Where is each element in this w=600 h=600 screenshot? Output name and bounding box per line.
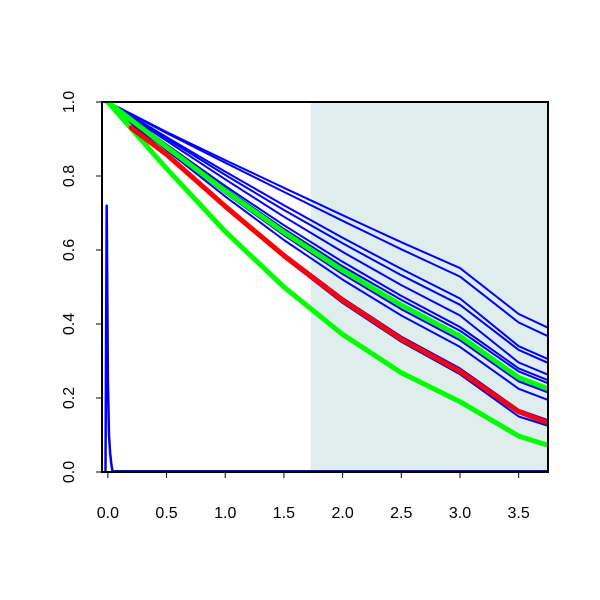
shaded-region bbox=[310, 102, 548, 472]
x-tick-label: 2.0 bbox=[331, 505, 353, 522]
series-line-10 bbox=[106, 102, 548, 401]
y-tick-label: 0.2 bbox=[61, 387, 78, 409]
series-line-13 bbox=[105, 102, 548, 392]
y-tick-label: 0.0 bbox=[61, 461, 78, 483]
x-tick-label: 1.0 bbox=[214, 505, 236, 522]
x-tick-label: 0.0 bbox=[97, 505, 119, 522]
x-tick-label: 3.0 bbox=[449, 505, 471, 522]
y-tick-label: 0.8 bbox=[61, 165, 78, 187]
plot-frame bbox=[101, 101, 549, 473]
series-line-6 bbox=[106, 102, 548, 376]
x-axis: 0.0 0.5 1.0 1.5 2.0 2.5 3.0 3.5 bbox=[97, 472, 530, 522]
y-tick-label: 1.0 bbox=[61, 91, 78, 113]
x-tick-label: 2.5 bbox=[390, 505, 412, 522]
y-tick-label: 0.4 bbox=[61, 313, 78, 335]
series-line-7 bbox=[106, 102, 548, 382]
y-axis: 0.0 0.2 0.4 0.6 0.8 1.0 bbox=[61, 91, 102, 483]
x-tick-label: 3.5 bbox=[508, 505, 530, 522]
series-line-3 bbox=[106, 102, 548, 338]
x-tick-label: 0.5 bbox=[155, 505, 177, 522]
series-line-15 bbox=[128, 125, 548, 426]
series-line-5 bbox=[106, 102, 548, 364]
series-layer bbox=[104, 102, 548, 472]
series-line-4 bbox=[106, 102, 548, 361]
y-tick-label: 0.6 bbox=[61, 239, 78, 261]
series-line-2 bbox=[106, 102, 548, 329]
series-line-14 bbox=[105, 102, 548, 448]
x-tick-label: 1.5 bbox=[273, 505, 295, 522]
series-line-1 bbox=[104, 204, 114, 472]
